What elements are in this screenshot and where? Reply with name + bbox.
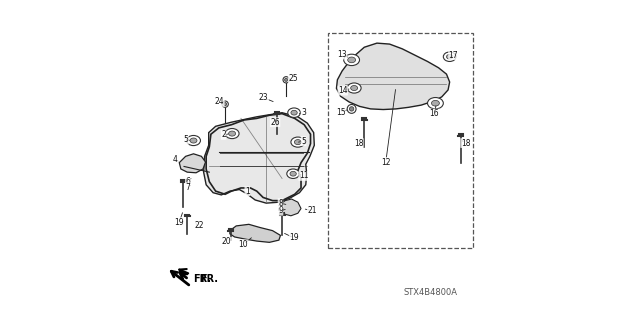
Text: 12: 12 bbox=[381, 158, 390, 167]
Circle shape bbox=[285, 78, 288, 81]
Text: 5: 5 bbox=[184, 135, 188, 145]
Text: 24: 24 bbox=[214, 97, 224, 107]
Text: 18: 18 bbox=[354, 138, 364, 148]
Ellipse shape bbox=[447, 54, 453, 59]
Ellipse shape bbox=[347, 83, 361, 93]
Ellipse shape bbox=[344, 54, 360, 66]
Ellipse shape bbox=[225, 129, 239, 139]
Ellipse shape bbox=[291, 137, 305, 147]
Ellipse shape bbox=[291, 110, 297, 115]
Text: 11: 11 bbox=[299, 171, 308, 181]
Text: 21: 21 bbox=[307, 206, 317, 215]
Circle shape bbox=[223, 103, 227, 106]
Polygon shape bbox=[230, 224, 280, 242]
Text: 14: 14 bbox=[338, 86, 348, 95]
Ellipse shape bbox=[290, 171, 296, 176]
Text: 10: 10 bbox=[239, 240, 248, 249]
Ellipse shape bbox=[444, 52, 456, 62]
Ellipse shape bbox=[288, 108, 300, 117]
Text: 16: 16 bbox=[429, 109, 439, 118]
Text: 7: 7 bbox=[186, 183, 190, 192]
Ellipse shape bbox=[190, 138, 197, 143]
Text: 9: 9 bbox=[278, 206, 283, 215]
Text: 18: 18 bbox=[461, 138, 470, 148]
Text: 17: 17 bbox=[449, 51, 458, 60]
Ellipse shape bbox=[294, 140, 301, 145]
Text: 25: 25 bbox=[288, 74, 298, 83]
Ellipse shape bbox=[186, 136, 200, 145]
Ellipse shape bbox=[428, 98, 444, 109]
Ellipse shape bbox=[431, 100, 440, 106]
Text: 6: 6 bbox=[186, 176, 190, 186]
Text: 15: 15 bbox=[336, 108, 346, 117]
Text: 19: 19 bbox=[289, 234, 299, 242]
Text: 2: 2 bbox=[221, 130, 226, 139]
Text: 3: 3 bbox=[301, 108, 306, 116]
Text: FR.: FR. bbox=[200, 274, 218, 284]
Text: 1: 1 bbox=[245, 187, 250, 196]
Polygon shape bbox=[337, 43, 450, 109]
Text: 20: 20 bbox=[222, 237, 232, 246]
Text: 26: 26 bbox=[270, 118, 280, 127]
Ellipse shape bbox=[351, 85, 358, 91]
Bar bbox=[328, 33, 474, 248]
Circle shape bbox=[347, 105, 356, 113]
Text: 8: 8 bbox=[278, 199, 283, 208]
Circle shape bbox=[283, 77, 289, 83]
Circle shape bbox=[349, 107, 354, 111]
FancyArrowPatch shape bbox=[180, 272, 187, 279]
Text: 19: 19 bbox=[175, 218, 184, 226]
Text: 23: 23 bbox=[259, 93, 269, 102]
Polygon shape bbox=[204, 113, 314, 203]
Text: 5: 5 bbox=[301, 137, 306, 146]
Text: STX4B4800A: STX4B4800A bbox=[404, 288, 458, 297]
Text: 4: 4 bbox=[173, 155, 178, 164]
Ellipse shape bbox=[287, 169, 300, 178]
Polygon shape bbox=[179, 154, 205, 173]
Text: 22: 22 bbox=[195, 221, 204, 230]
Ellipse shape bbox=[228, 131, 236, 136]
Polygon shape bbox=[279, 199, 301, 216]
Text: 13: 13 bbox=[337, 50, 347, 59]
Ellipse shape bbox=[348, 57, 356, 63]
Text: FR.: FR. bbox=[179, 269, 211, 284]
Circle shape bbox=[222, 101, 228, 107]
